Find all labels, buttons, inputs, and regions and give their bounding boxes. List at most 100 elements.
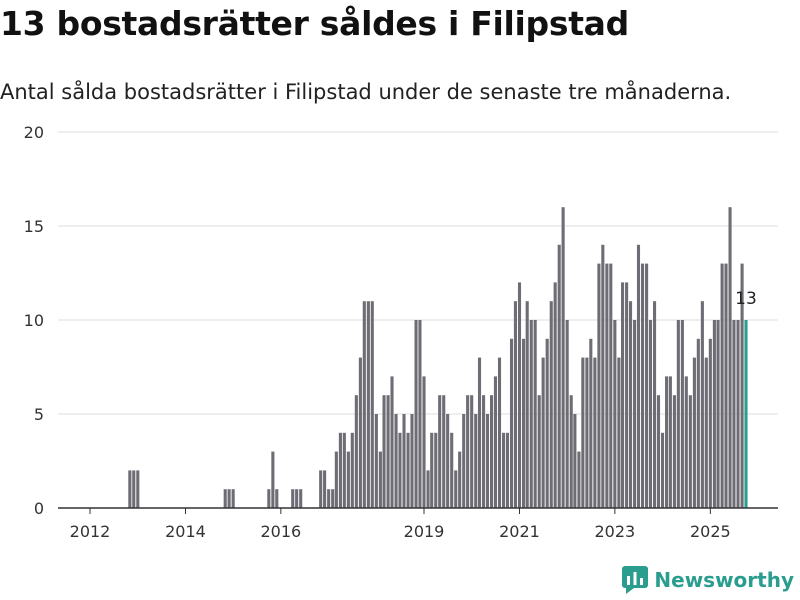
bar — [267, 489, 271, 508]
bar — [275, 489, 279, 508]
bar — [529, 320, 533, 508]
chart-title: 13 bostadsrätter såldes i Filipstad — [0, 4, 629, 43]
bar — [716, 320, 720, 508]
x-tick-label: 2014 — [165, 522, 206, 541]
bar — [414, 320, 418, 508]
bar — [645, 263, 649, 508]
bar — [466, 395, 470, 508]
bar — [672, 395, 676, 508]
bar — [712, 320, 716, 508]
y-tick-label: 0 — [34, 499, 44, 518]
bar — [565, 320, 569, 508]
x-axis: 2012 2014 2016 2019 2021 2023 2025 — [58, 507, 778, 541]
x-tick-label: 2021 — [499, 522, 540, 541]
bar — [605, 263, 609, 508]
bar — [450, 432, 454, 508]
bar — [402, 414, 406, 508]
bar — [470, 395, 474, 508]
bar — [338, 432, 342, 508]
bar — [700, 301, 704, 508]
bar — [653, 301, 657, 508]
bar — [736, 320, 740, 508]
bar — [502, 432, 506, 508]
bar — [426, 470, 430, 508]
y-tick-label: 5 — [34, 405, 44, 424]
bar — [327, 489, 331, 508]
bar — [668, 376, 672, 508]
bar — [390, 376, 394, 508]
bar — [374, 414, 378, 508]
bar — [334, 451, 338, 508]
bar — [660, 432, 665, 508]
bar — [291, 489, 295, 508]
bar — [569, 395, 573, 508]
bar — [513, 301, 517, 508]
gridlines — [58, 131, 778, 415]
bar — [271, 451, 275, 508]
bar — [493, 376, 498, 508]
x-tick-label: 2023 — [594, 522, 635, 541]
y-tick-label: 20 — [24, 123, 44, 142]
bar — [708, 338, 712, 508]
bar — [462, 414, 466, 508]
bar — [696, 338, 700, 508]
bar — [434, 432, 438, 508]
bar — [665, 376, 669, 508]
bar — [231, 489, 235, 508]
bar — [482, 395, 486, 508]
newsworthy-logo-icon — [622, 566, 649, 594]
bar — [223, 489, 227, 508]
bar — [342, 432, 346, 508]
bar — [394, 414, 398, 508]
bar — [446, 414, 450, 508]
x-tick-label: 2012 — [70, 522, 111, 541]
bar — [525, 301, 529, 508]
bar — [613, 320, 617, 508]
bar — [354, 395, 358, 508]
y-tick-label: 15 — [24, 217, 44, 236]
bar — [331, 489, 335, 508]
bar — [430, 432, 434, 508]
bar — [636, 244, 641, 509]
bar — [628, 301, 633, 508]
bar — [640, 263, 645, 508]
bar — [633, 320, 637, 508]
bar — [477, 357, 482, 508]
bar — [676, 320, 680, 508]
bar — [295, 489, 299, 508]
bar — [561, 207, 565, 508]
bar — [581, 357, 585, 508]
bar — [382, 395, 386, 508]
bar — [521, 338, 526, 508]
bar — [410, 414, 414, 508]
bar — [398, 432, 402, 508]
bar — [128, 470, 132, 508]
bar — [589, 338, 593, 508]
bar — [422, 376, 426, 508]
bar — [362, 301, 366, 508]
bar — [573, 414, 577, 508]
bar — [517, 282, 522, 508]
x-tick-label: 2016 — [260, 522, 301, 541]
bar — [609, 263, 613, 508]
bar — [366, 301, 370, 508]
bar — [728, 207, 732, 508]
brand-logo: Newsworthy — [622, 566, 794, 594]
bar — [601, 244, 605, 509]
bar — [593, 357, 597, 508]
bar — [509, 338, 514, 508]
bar — [418, 320, 422, 508]
bar — [577, 451, 581, 508]
bar — [704, 357, 708, 508]
bar — [740, 263, 744, 508]
y-tick-label: 10 — [24, 311, 44, 330]
bar — [597, 263, 601, 508]
bar — [323, 470, 327, 508]
bar — [406, 432, 410, 508]
bar — [386, 395, 390, 508]
bar — [299, 489, 303, 508]
bar — [454, 470, 458, 508]
bar — [227, 489, 231, 508]
bar — [692, 357, 696, 508]
bar — [485, 414, 490, 508]
